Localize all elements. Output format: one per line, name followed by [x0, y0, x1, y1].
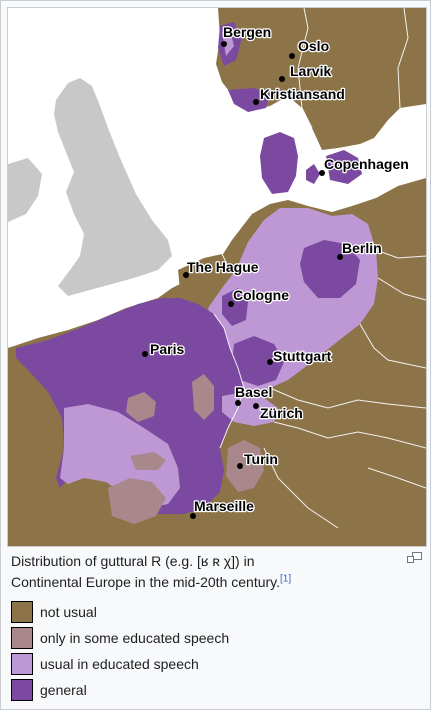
city-dot-kristiansand — [253, 99, 259, 105]
legend-label: general — [40, 682, 87, 698]
legend-swatch — [11, 627, 33, 649]
legend-swatch — [11, 679, 33, 701]
map-legend: not usual only in some educated speech u… — [11, 599, 411, 703]
city-dot-bergen — [221, 41, 227, 47]
city-label-cologne: Cologne — [233, 287, 289, 303]
reference-link[interactable]: [1] — [280, 573, 291, 584]
city-label-oslo: Oslo — [298, 38, 329, 54]
city-label-the-hague: The Hague — [187, 259, 259, 275]
caption-line-1: Distribution of guttural R (e.g. [ʁ ʀ χ]… — [11, 553, 255, 569]
legend-swatch — [11, 601, 33, 623]
legend-label: not usual — [40, 604, 97, 620]
legend-swatch — [11, 653, 33, 675]
city-label-basel: Basel — [235, 384, 272, 400]
map-image[interactable]: Bergen Oslo Larvik Kristiansand Copenhag… — [7, 7, 427, 547]
legend-label: usual in educated speech — [40, 656, 199, 672]
city-label-copenhagen: Copenhagen — [324, 156, 409, 172]
city-label-zurich: Zürich — [260, 405, 303, 421]
city-label-stuttgart: Stuttgart — [273, 348, 332, 364]
legend-item-some-educated: only in some educated speech — [11, 625, 411, 651]
enlarge-icon[interactable] — [407, 552, 422, 563]
legend-item-usual-educated: usual in educated speech — [11, 651, 411, 677]
city-label-bergen: Bergen — [223, 24, 271, 40]
city-dot-oslo — [289, 53, 295, 59]
caption-line-2: Continental Europe in the mid-20th centu… — [11, 574, 280, 590]
city-dot-turin — [237, 463, 243, 469]
legend-item-general: general — [11, 677, 411, 703]
legend-item-not-usual: not usual — [11, 599, 411, 625]
city-label-marseille: Marseille — [194, 498, 254, 514]
city-dot-basel — [235, 400, 241, 406]
city-label-larvik: Larvik — [290, 63, 331, 79]
legend-label: only in some educated speech — [40, 630, 229, 646]
city-label-turin: Turin — [244, 451, 278, 467]
city-dot-paris — [142, 351, 148, 357]
city-label-berlin: Berlin — [342, 240, 382, 256]
city-label-kristiansand: Kristiansand — [260, 86, 345, 102]
city-label-paris: Paris — [150, 341, 184, 357]
city-dot-larvik — [279, 76, 285, 82]
city-dot-zurich — [253, 403, 259, 409]
figure-caption: Distribution of guttural R (e.g. [ʁ ʀ χ]… — [11, 551, 406, 593]
